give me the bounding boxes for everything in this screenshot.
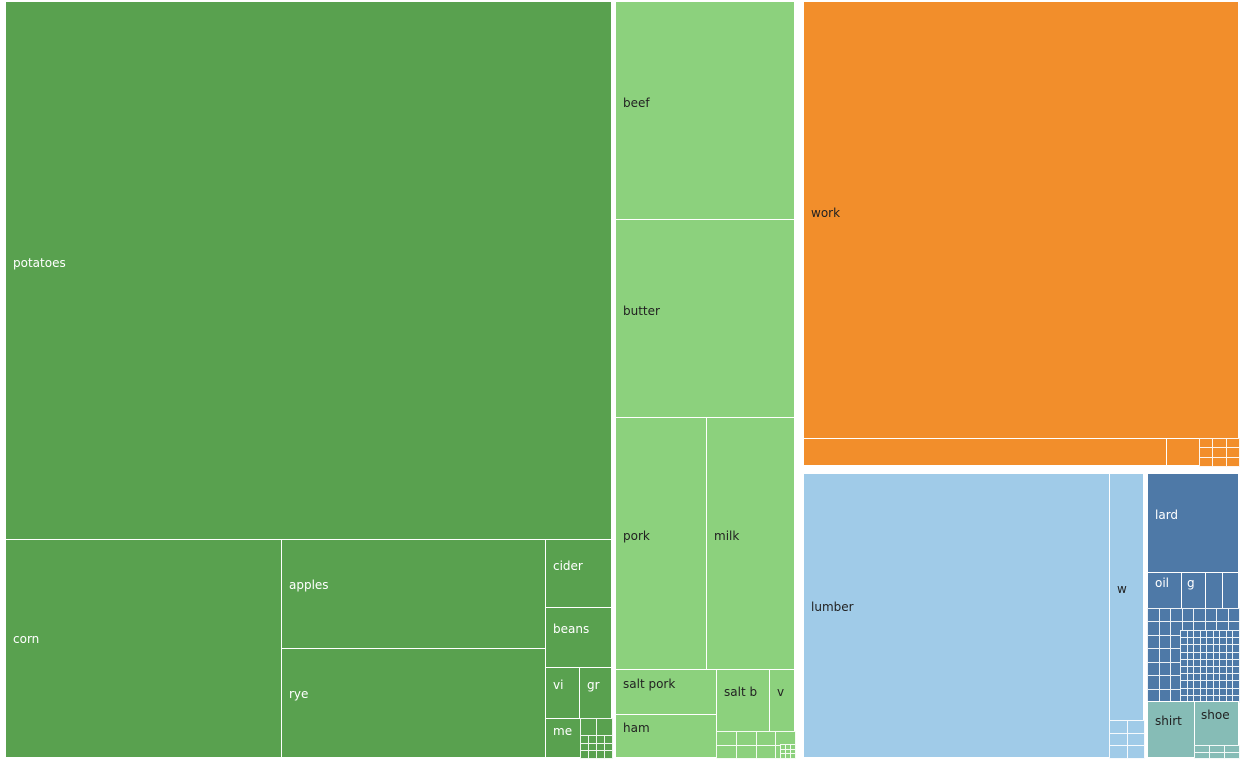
label-oil: oil: [1155, 576, 1170, 590]
label-beans: beans: [553, 622, 590, 636]
small-tile-d-cell: [1126, 720, 1145, 734]
label-rye: rye: [289, 687, 309, 701]
label-butter: butter: [623, 304, 660, 318]
tile-work-sub-2: [1166, 438, 1200, 466]
tile-me: me: [545, 718, 581, 758]
small-tile-c-cell: [1212, 456, 1227, 467]
small-tile-b-cell: [755, 731, 777, 746]
tile-pork: pork: [615, 417, 707, 670]
tile-corn: corn: [5, 539, 282, 758]
small-tile-d-cell: [1126, 732, 1145, 747]
label-lard: lard: [1155, 508, 1179, 522]
tile-gr: gr: [579, 667, 612, 719]
label-corn: corn: [13, 632, 40, 646]
tile-apples: apples: [281, 539, 546, 649]
label-salt-b: salt b: [724, 685, 758, 699]
label-g: g: [1187, 576, 1195, 590]
label-pork: pork: [623, 529, 650, 543]
small-tile-a-cell: [604, 750, 613, 759]
small-tile-d-cell: [1109, 720, 1128, 734]
small-tile-d-cell: [1109, 745, 1128, 759]
label-me: me: [553, 724, 573, 738]
small-tile-f-cell: [1209, 751, 1225, 759]
tile-salt-pork: salt pork: [615, 669, 717, 715]
label-potatoes: potatoes: [13, 256, 66, 270]
tile-beef: beef: [615, 1, 795, 220]
label-ham: ham: [623, 721, 650, 735]
tile-w: w: [1109, 473, 1144, 721]
small-tile-c-cell: [1199, 456, 1214, 467]
small-tile-d-cell: [1109, 732, 1128, 747]
label-w: w: [1117, 582, 1127, 596]
tile-lard-sub-1: [1205, 572, 1223, 609]
tile-shirt: shirt: [1147, 701, 1195, 758]
label-shoe: shoe: [1201, 708, 1230, 722]
tile-shoe: shoe: [1194, 701, 1239, 746]
small-tile-b-cell: [790, 753, 796, 759]
tile-potatoes: potatoes: [5, 1, 612, 540]
tile-work-sub-1: [803, 438, 1167, 466]
label-vi: vi: [553, 678, 564, 692]
tile-lumber: lumber: [803, 473, 1110, 758]
tile-ham: ham: [615, 714, 717, 758]
label-gr: gr: [587, 678, 600, 692]
label-work: work: [811, 206, 841, 220]
label-beef: beef: [623, 96, 650, 110]
tile-oil: oil: [1147, 572, 1182, 609]
small-tile-b-cell: [755, 744, 777, 759]
label-lumber: lumber: [811, 600, 854, 614]
label-apples: apples: [289, 578, 329, 592]
tile-v: v: [769, 669, 795, 732]
tile-butter: butter: [615, 219, 795, 418]
tile-lard: lard: [1147, 473, 1239, 573]
small-tile-f-cell: [1224, 751, 1240, 759]
tile-cider: cider: [545, 539, 612, 608]
small-tile-f-cell: [1194, 751, 1210, 759]
tile-milk: milk: [706, 417, 795, 670]
small-tile-b-cell: [735, 731, 757, 746]
tile-lard-sub-2: [1222, 572, 1239, 609]
small-tile-b-cell: [716, 744, 737, 759]
tile-vi: vi: [545, 667, 580, 719]
tile-rye: rye: [281, 648, 546, 758]
label-shirt: shirt: [1155, 714, 1182, 728]
label-v: v: [777, 685, 785, 699]
label-salt-pork: salt pork: [623, 677, 676, 691]
small-tile-e-cell: [1227, 608, 1240, 623]
tile-salt-b: salt b: [716, 669, 770, 732]
small-tile-d-cell: [1126, 745, 1145, 759]
small-tile-b-cell: [716, 731, 737, 746]
label-cider: cider: [553, 559, 583, 573]
label-milk: milk: [714, 529, 740, 543]
small-tile-b-cell: [735, 744, 757, 759]
tile-work: work: [803, 1, 1239, 439]
tile-g: g: [1181, 572, 1206, 609]
small-tile-c-cell: [1225, 456, 1240, 467]
tile-beans: beans: [545, 607, 612, 668]
